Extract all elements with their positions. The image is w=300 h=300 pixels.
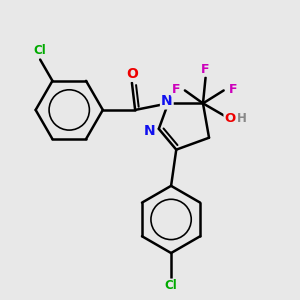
Text: H: H — [237, 112, 247, 125]
Text: N: N — [144, 124, 156, 139]
Text: F: F — [201, 63, 210, 76]
Text: O: O — [126, 67, 138, 81]
Text: Cl: Cl — [165, 280, 178, 292]
Text: Cl: Cl — [33, 44, 46, 57]
Text: N: N — [161, 94, 172, 108]
Text: F: F — [172, 83, 180, 96]
Text: F: F — [229, 83, 237, 96]
Text: O: O — [224, 112, 236, 125]
